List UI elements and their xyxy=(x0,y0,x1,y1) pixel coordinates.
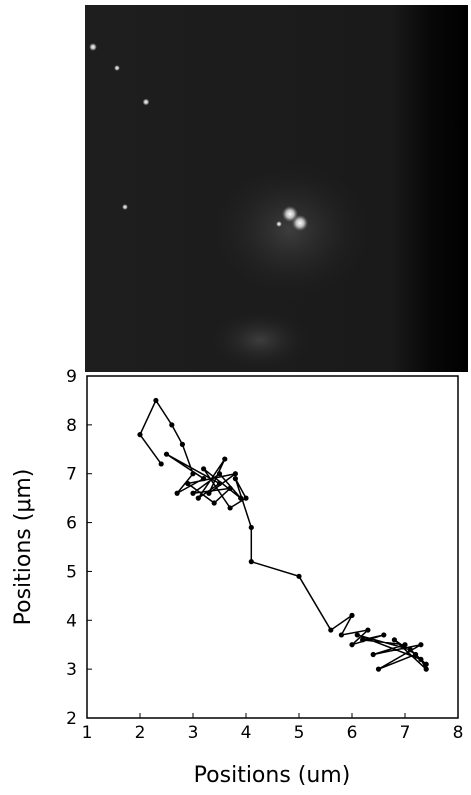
point xyxy=(201,476,207,482)
point xyxy=(206,490,212,496)
point xyxy=(365,627,371,633)
x-tick-label: 5 xyxy=(294,723,305,743)
point xyxy=(349,642,355,648)
y-tick-label: 9 xyxy=(66,367,77,387)
x-tick-label: 1 xyxy=(82,723,93,743)
point xyxy=(232,471,238,477)
x-tick-label: 2 xyxy=(135,723,146,743)
point xyxy=(216,471,223,477)
point xyxy=(174,490,180,496)
point xyxy=(169,422,175,428)
y-axis-title: Positions (μm) xyxy=(11,469,36,626)
point xyxy=(185,480,191,487)
y-tick-label: 3 xyxy=(66,660,77,680)
point xyxy=(402,642,408,648)
plot-frame xyxy=(86,375,459,719)
y-tick-label: 7 xyxy=(66,465,77,485)
point xyxy=(349,612,355,619)
point xyxy=(227,505,233,511)
y-tick-label: 4 xyxy=(66,611,77,631)
point xyxy=(360,637,366,643)
point xyxy=(423,661,429,667)
point xyxy=(238,495,244,501)
point xyxy=(222,456,228,462)
microscopy-image xyxy=(85,5,468,372)
point xyxy=(158,461,164,467)
point xyxy=(232,476,238,482)
x-tick-label: 4 xyxy=(241,723,252,743)
point xyxy=(216,480,223,487)
point xyxy=(413,651,419,658)
point xyxy=(201,466,207,472)
point xyxy=(354,632,360,638)
point xyxy=(296,573,302,579)
x-tick-label: 7 xyxy=(400,723,411,743)
point xyxy=(407,647,413,653)
point xyxy=(338,632,344,638)
y-tick-label: 8 xyxy=(66,416,77,436)
point xyxy=(418,642,424,648)
point xyxy=(137,432,143,438)
x-tick-label: 6 xyxy=(347,723,358,743)
x-axis-title: Positions (um) xyxy=(194,763,351,788)
x-tick-label: 8 xyxy=(453,723,464,743)
point xyxy=(190,471,196,477)
point xyxy=(370,651,376,658)
point xyxy=(195,495,201,501)
point xyxy=(248,524,254,531)
point xyxy=(163,451,170,457)
point xyxy=(423,666,429,672)
point xyxy=(375,666,382,672)
point xyxy=(179,441,185,447)
point xyxy=(190,490,196,496)
y-tick-label: 6 xyxy=(66,514,77,534)
x-tick-label: 3 xyxy=(188,723,199,743)
y-tick-label: 5 xyxy=(66,562,77,582)
point xyxy=(243,495,249,501)
point xyxy=(418,656,424,662)
point xyxy=(227,485,233,491)
point xyxy=(248,559,254,565)
point xyxy=(381,632,387,638)
point xyxy=(211,500,217,506)
point xyxy=(328,627,334,633)
point xyxy=(391,637,397,643)
y-tick-label: 2 xyxy=(66,709,77,729)
point xyxy=(153,397,159,404)
